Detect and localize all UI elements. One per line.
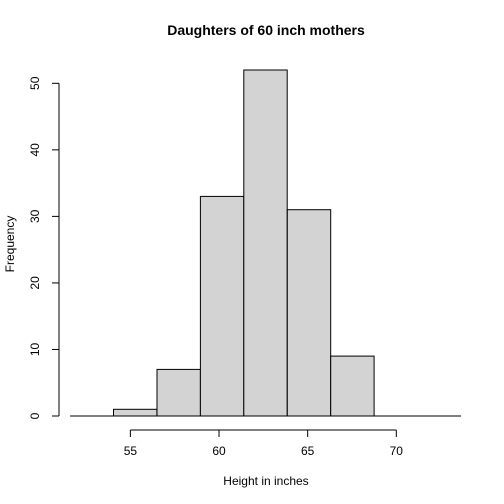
x-axis-label: Height in inches	[223, 474, 308, 488]
histogram-bar	[156, 368, 201, 417]
y-tick-label: 0	[28, 412, 42, 419]
x-tick-label: 55	[124, 444, 138, 458]
chart-title: Daughters of 60 inch mothers	[167, 22, 365, 38]
y-tick-label: 50	[28, 76, 42, 90]
x-tick-label: 60	[212, 444, 226, 458]
y-axis-label: Frequency	[3, 216, 17, 273]
y-tick-label: 20	[28, 276, 42, 290]
histogram-bars	[70, 69, 461, 417]
y-tick-label: 30	[28, 209, 42, 223]
histogram-bar	[199, 195, 245, 417]
x-tick-label: 70	[390, 444, 404, 458]
histogram-bar	[113, 408, 158, 417]
y-tick-label: 10	[28, 342, 42, 356]
y-tick-label: 40	[28, 143, 42, 157]
x-tick-label: 65	[301, 444, 315, 458]
histogram-bar	[286, 209, 332, 417]
x-axis: 55 60 65 70	[124, 429, 404, 458]
histogram-bar	[243, 69, 288, 417]
histogram-bar	[330, 355, 375, 417]
y-axis: 0 10 20 30 40 50	[28, 76, 60, 419]
